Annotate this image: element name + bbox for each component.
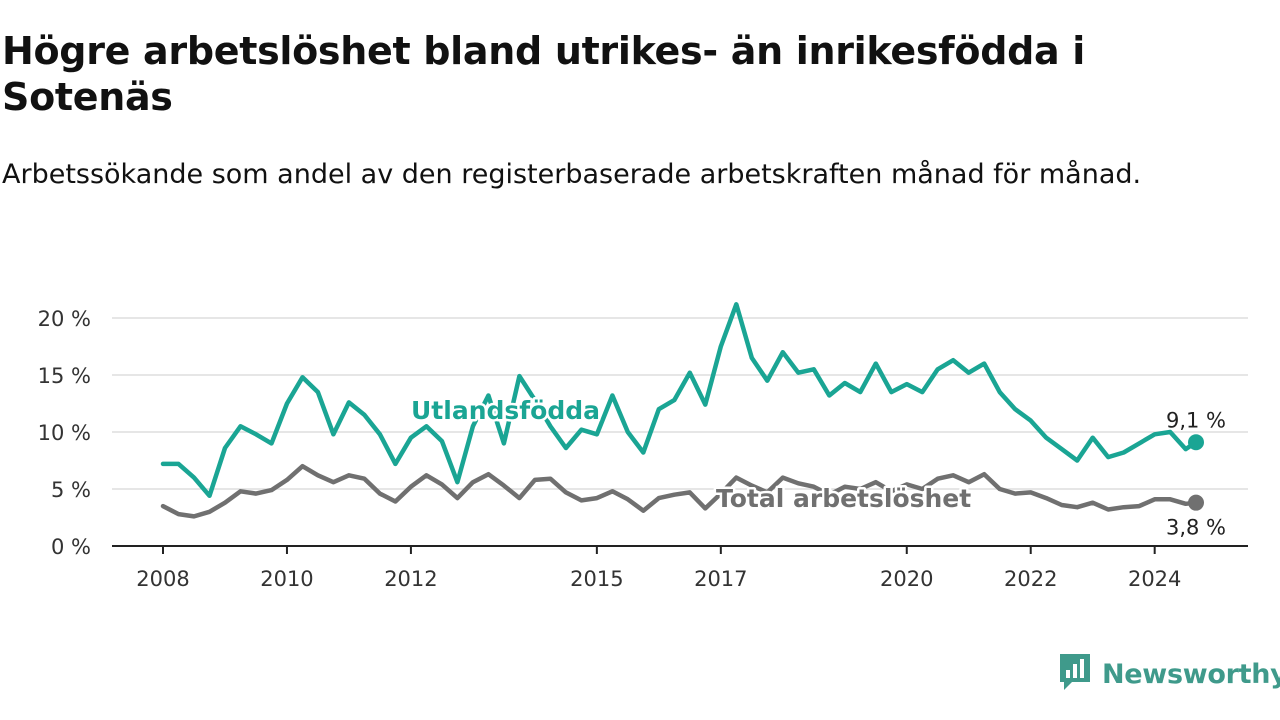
y-tick-label: 15 % — [38, 364, 91, 388]
gridlines — [112, 317, 1248, 490]
y-tick-label: 20 % — [38, 307, 91, 331]
brand-name: Newsworthy — [1102, 658, 1280, 690]
x-tick-label: 2022 — [1004, 567, 1057, 591]
y-axis: 0 % 5 % 10 % 15 % 20 % — [38, 307, 91, 559]
y-tick-label: 5 % — [51, 478, 91, 502]
x-tick-label: 2008 — [136, 567, 189, 591]
y-tick-label: 10 % — [38, 421, 91, 445]
x-tick-label: 2015 — [570, 567, 623, 591]
end-value-label: 9,1 % — [1166, 408, 1226, 432]
end-point-marker — [1188, 494, 1204, 511]
series-lines — [160, 302, 1204, 519]
x-axis: 2008 2010 2012 2015 2017 2020 2022 2024 — [112, 545, 1248, 591]
newsworthy-logo-icon — [1058, 652, 1092, 696]
x-tick-label: 2020 — [880, 567, 933, 591]
series-label-total: Total arbetslöshet — [716, 484, 971, 513]
x-tick-label: 2024 — [1128, 567, 1181, 591]
x-tick-label: 2010 — [260, 567, 313, 591]
x-tick-label: 2012 — [384, 567, 437, 591]
brand-logo[interactable]: Newsworthy — [1058, 654, 1280, 694]
series-labels: Utlandsfödda Total arbetslöshet 9,1 % 3,8 % — [409, 394, 1227, 540]
chart-subtitle: Arbetssökande som andel av den registerb… — [2, 159, 1142, 190]
end-value-label: 3,8 % — [1166, 516, 1226, 540]
y-tick-label: 0 % — [51, 535, 91, 559]
x-tick-label: 2017 — [694, 567, 747, 591]
series-line-utlandsfodda — [160, 302, 1199, 499]
end-point-marker — [1188, 434, 1204, 451]
chart-title: Högre arbetslöshet bland utrikes- än inr… — [2, 29, 1085, 119]
series-label-utlandsfodda: Utlandsfödda — [411, 396, 600, 425]
series-line-total — [160, 463, 1199, 519]
